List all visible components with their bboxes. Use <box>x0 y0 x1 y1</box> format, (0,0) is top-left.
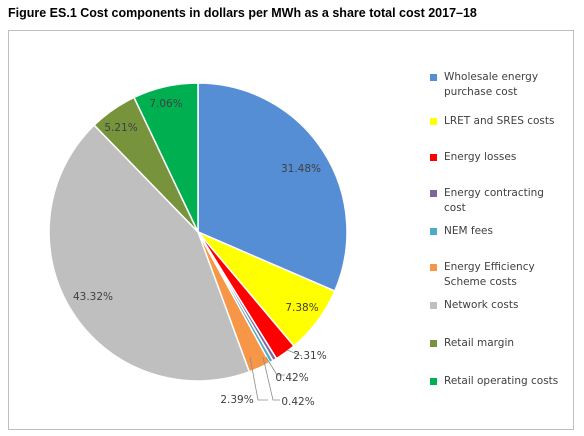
legend-item: Network costs <box>430 298 578 313</box>
legend-label: Retail margin <box>444 337 515 349</box>
leader-line <box>249 356 268 401</box>
legend-swatch <box>430 154 437 161</box>
legend-item: NEM fees <box>430 224 578 239</box>
legend-label: NEM fees <box>444 225 493 237</box>
legend-swatch <box>430 378 437 385</box>
data-label: 2.39% <box>220 394 253 406</box>
legend-label: Energy contracting cost <box>444 187 544 214</box>
legend-label: Energy Efficiency Scheme costs <box>444 261 535 288</box>
legend-item: Wholesale energy purchase cost <box>430 70 578 100</box>
pie-slice-retail-operating-costs <box>133 82 199 233</box>
legend-item: Retail operating costs <box>430 374 578 389</box>
legend-item: LRET and SRES costs <box>430 114 578 129</box>
figure-title: Figure ES.1 Cost components in dollars p… <box>8 6 477 20</box>
data-label: 43.32% <box>73 291 113 303</box>
legend-swatch <box>430 340 437 347</box>
legend-label: Network costs <box>444 299 519 311</box>
legend-label: Retail operating costs <box>444 375 559 387</box>
legend-swatch <box>430 190 437 197</box>
pie-slice-wholesale-energy-purchase-cost <box>197 82 348 293</box>
data-label: 2.31% <box>293 350 326 362</box>
legend-label: Energy losses <box>444 151 517 163</box>
data-label: 5.21% <box>104 122 137 134</box>
legend-swatch <box>430 228 437 235</box>
data-label: 31.48% <box>281 163 321 175</box>
data-label: 0.42% <box>281 396 314 408</box>
legend-label: LRET and SRES costs <box>444 115 555 127</box>
legend-swatch <box>430 302 437 309</box>
leader-line <box>262 356 280 401</box>
data-label: 7.06% <box>149 98 182 110</box>
data-label: 7.38% <box>285 302 318 314</box>
legend-swatch <box>430 74 437 81</box>
legend-item: Retail margin <box>430 336 578 351</box>
legend-swatch <box>430 264 437 271</box>
legend-item: Energy losses <box>430 150 578 165</box>
legend-item: Energy Efficiency Scheme costs <box>430 260 578 290</box>
legend-swatch <box>430 118 437 125</box>
legend-label: Wholesale energy purchase cost <box>444 71 539 98</box>
legend-item: Energy contracting cost <box>430 186 578 216</box>
leader-line <box>265 356 285 376</box>
leader-line <box>286 349 303 357</box>
data-label: 0.42% <box>275 372 308 384</box>
pie-slice-network-costs <box>48 124 251 382</box>
